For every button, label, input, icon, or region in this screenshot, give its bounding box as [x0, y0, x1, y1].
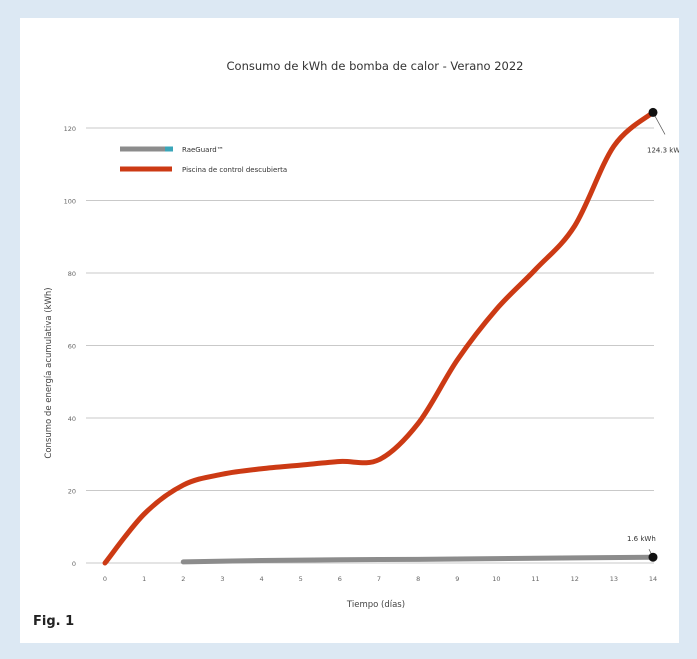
end-marker: [648, 552, 658, 562]
x-tick-label: 12: [571, 575, 579, 583]
x-tick-label: 5: [299, 575, 303, 583]
series-lines: [102, 109, 656, 566]
end-markers: 124.3 kWh 1.6 kWh: [627, 107, 679, 562]
end-marker: [648, 107, 658, 117]
y-tick-label: 0: [72, 560, 76, 568]
x-tick-label: 7: [377, 575, 381, 583]
x-tick-label: 8: [416, 575, 420, 583]
y-tick-label: 120: [64, 125, 76, 133]
figure-label: Fig. 1: [33, 614, 75, 629]
legend-label: Piscina de control descubierta: [182, 166, 287, 174]
x-tick-label: 0: [103, 575, 107, 583]
annotation-label: 1.6 kWh: [627, 535, 656, 543]
x-tick-label: 13: [610, 575, 618, 583]
x-tick-label: 10: [492, 575, 500, 583]
legend-label: RaeGuard™: [182, 146, 224, 154]
y-tick-label: 60: [68, 343, 76, 351]
x-tick-label: 2: [181, 575, 185, 583]
y-axis-label: Consumo de energía acumulativa (kWh): [44, 287, 54, 458]
x-tick-label: 3: [220, 575, 224, 583]
x-tick-label: 4: [260, 575, 264, 583]
x-tick-label: 1: [142, 575, 146, 583]
x-tick-label: 9: [455, 575, 459, 583]
x-axis-label: Tiempo (días): [346, 600, 405, 610]
annotation-label: 124.3 kWh: [647, 146, 679, 154]
chart-title: Consumo de kWh de bomba de calor - Veran…: [227, 59, 524, 73]
y-tick-label: 40: [68, 415, 76, 423]
x-tick-label: 6: [338, 575, 342, 583]
x-tick-label: 11: [531, 575, 539, 583]
y-tick-label: 80: [68, 270, 76, 278]
y-tick-label: 100: [64, 198, 76, 206]
line-chart: Consumo de kWh de bomba de calor - Veran…: [44, 59, 679, 610]
legend: RaeGuard™ Piscina de control descubierta: [120, 146, 287, 174]
series-line-1: [102, 109, 656, 566]
y-tick-labels: 0 20 40 60 80 100 120: [64, 125, 76, 568]
series-line-0: [180, 554, 656, 565]
grid-lines: [86, 127, 654, 564]
x-tick-label: 14: [649, 575, 657, 583]
y-tick-label: 20: [68, 488, 76, 496]
x-tick-labels: 0 1 2 3 4 5 6 7 8 9 10 11 12 13 14: [103, 575, 657, 583]
figure-frame: Consumo de kWh de bomba de calor - Veran…: [20, 18, 679, 643]
